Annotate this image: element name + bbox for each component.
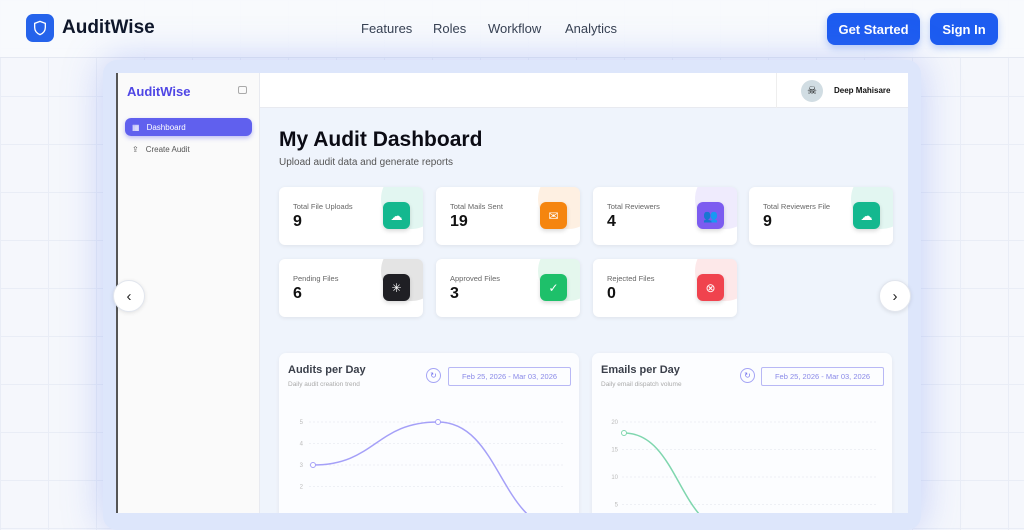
check-circle-icon: ✓ bbox=[540, 274, 567, 301]
y-tick-label: 20 bbox=[611, 420, 618, 426]
header: ☠ Deep Mahisare bbox=[260, 73, 908, 108]
x-circle-icon: ⊗ bbox=[697, 274, 724, 301]
stat-card: Approved Files 3 ✓ bbox=[436, 259, 580, 317]
stat-card: Total File Uploads 9 ☁ bbox=[279, 187, 423, 245]
stat-value: 9 bbox=[293, 213, 302, 230]
nav-link-roles[interactable]: Roles bbox=[433, 21, 467, 36]
y-tick-label: 3 bbox=[300, 463, 304, 469]
upload-icon: ⇪ bbox=[132, 144, 139, 154]
chart-title: Audits per Day bbox=[288, 364, 366, 376]
cloud-upload-icon: ☁ bbox=[383, 202, 410, 229]
chart-title: Emails per Day bbox=[601, 364, 680, 376]
loader-icon: ✳ bbox=[383, 274, 410, 301]
stat-card: Total Reviewers 4 👥 bbox=[593, 187, 737, 245]
series-line bbox=[623, 432, 700, 513]
shield-icon bbox=[26, 14, 54, 42]
stat-label: Total Mails Sent bbox=[450, 202, 503, 211]
data-point bbox=[435, 419, 441, 425]
dashboard-preview: AuditWise ▦ Dashboard ⇪ Create Audit ☠ Dee… bbox=[116, 73, 908, 513]
sidebar-brand: AuditWise bbox=[127, 84, 191, 99]
sidebar-item-create-audit[interactable]: ⇪ Create Audit bbox=[125, 140, 252, 158]
data-point bbox=[310, 462, 316, 468]
carousel-prev-button[interactable]: ‹ bbox=[113, 280, 145, 312]
stat-value: 0 bbox=[607, 285, 616, 302]
stat-label: Rejected Files bbox=[607, 274, 655, 283]
refresh-icon[interactable]: ↻ bbox=[740, 368, 755, 383]
y-tick-label: 10 bbox=[611, 475, 618, 481]
y-tick-label: 4 bbox=[300, 442, 304, 448]
date-range-picker[interactable]: Feb 25, 2026 - Mar 03, 2026 bbox=[761, 367, 884, 386]
stat-value: 4 bbox=[607, 213, 616, 230]
stat-label: Approved Files bbox=[450, 274, 501, 283]
nav-link-features[interactable]: Features bbox=[361, 21, 413, 36]
page-title: My Audit Dashboard bbox=[279, 128, 483, 151]
user-name: Deep Mahisare bbox=[834, 86, 891, 95]
grid-icon: ▦ bbox=[132, 122, 140, 132]
audits-per-day-chart: Audits per Day Daily audit creation tren… bbox=[279, 353, 579, 513]
stat-card: Pending Files 6 ✳ bbox=[279, 259, 423, 317]
sidebar-item-dashboard[interactable]: ▦ Dashboard bbox=[125, 118, 252, 136]
y-tick-label: 15 bbox=[611, 448, 618, 454]
y-tick-label: 2 bbox=[300, 485, 304, 491]
cloud-upload-icon: ☁ bbox=[853, 202, 880, 229]
sidebar-item-label: Create Audit bbox=[145, 144, 190, 154]
chart-subtitle: Daily email dispatch volume bbox=[601, 381, 682, 388]
date-range-picker[interactable]: Feb 25, 2026 - Mar 03, 2026 bbox=[448, 367, 571, 386]
get-started-button[interactable]: Get Started bbox=[827, 13, 920, 45]
stat-label: Total File Uploads bbox=[293, 202, 353, 211]
stat-value: 9 bbox=[763, 213, 772, 230]
sign-in-button[interactable]: Sign In bbox=[930, 13, 998, 45]
refresh-icon[interactable]: ↻ bbox=[426, 368, 441, 383]
stat-value: 19 bbox=[450, 213, 468, 230]
nav-link-workflow[interactable]: Workflow bbox=[488, 21, 542, 36]
series-line bbox=[312, 421, 528, 513]
stat-card: Total Mails Sent 19 ✉ bbox=[436, 187, 580, 245]
user-menu[interactable]: ☠ Deep Mahisare bbox=[776, 73, 908, 108]
sidebar-item-label: Dashboard bbox=[146, 122, 186, 132]
y-tick-label: 5 bbox=[300, 420, 304, 426]
page-subtitle: Upload audit data and generate reports bbox=[279, 157, 454, 168]
top-navbar: AuditWise Features Roles Workflow Analyt… bbox=[0, 0, 1024, 58]
chart-subtitle: Daily audit creation trend bbox=[288, 381, 360, 388]
avatar: ☠ bbox=[801, 79, 823, 102]
stat-value: 6 bbox=[293, 285, 302, 302]
stat-card: Rejected Files 0 ⊗ bbox=[593, 259, 737, 317]
brand-name: AuditWise bbox=[62, 17, 155, 38]
stat-label: Total Reviewers bbox=[607, 202, 660, 211]
carousel-next-button[interactable]: › bbox=[879, 280, 911, 312]
sidebar-collapse-icon[interactable] bbox=[238, 86, 247, 94]
users-icon: 👥 bbox=[697, 202, 724, 229]
stat-card: Total Reviewers File 9 ☁ bbox=[749, 187, 893, 245]
stat-label: Pending Files bbox=[293, 274, 339, 283]
data-point bbox=[621, 430, 627, 436]
mail-icon: ✉ bbox=[540, 202, 567, 229]
stat-label: Total Reviewers File bbox=[763, 202, 831, 211]
chart-plot: 2 3 4 5 bbox=[300, 419, 564, 513]
emails-per-day-chart: Emails per Day Daily email dispatch volu… bbox=[592, 353, 892, 513]
nav-link-analytics[interactable]: Analytics bbox=[565, 21, 618, 36]
stat-value: 3 bbox=[450, 285, 459, 302]
brand-logo[interactable]: AuditWise bbox=[26, 14, 155, 42]
